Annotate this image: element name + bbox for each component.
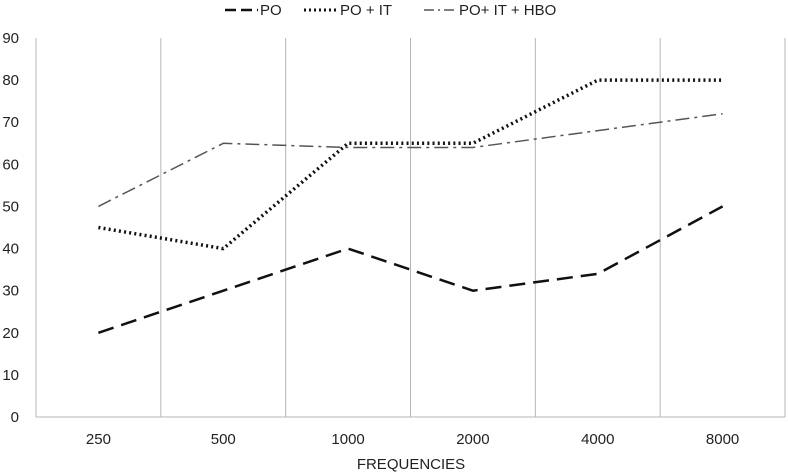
legend-item-po-it-hbo: PO+ IT + HBO bbox=[424, 2, 556, 19]
x-tick-label: 4000 bbox=[581, 431, 614, 448]
y-axis-ticks: 0 10 20 30 40 50 60 70 80 90 bbox=[2, 30, 19, 426]
y-tick-label: 40 bbox=[2, 241, 19, 258]
legend-label-po-it: PO + IT bbox=[340, 2, 392, 19]
x-tick-label: 500 bbox=[211, 431, 236, 448]
y-tick-label: 0 bbox=[11, 409, 19, 426]
x-tick-label: 8000 bbox=[706, 431, 739, 448]
x-axis-title: FREQUENCIES bbox=[357, 456, 465, 472]
legend-item-po: PO bbox=[225, 2, 282, 19]
data-series bbox=[98, 78, 724, 334]
y-tick-label: 30 bbox=[2, 283, 19, 300]
x-tick-label: 1000 bbox=[331, 431, 364, 448]
x-tick-label: 250 bbox=[86, 431, 111, 448]
x-tick-label: 2000 bbox=[456, 431, 489, 448]
y-tick-label: 80 bbox=[2, 72, 19, 89]
legend-label-po-it-hbo: PO+ IT + HBO bbox=[459, 2, 556, 19]
y-tick-label: 50 bbox=[2, 198, 19, 215]
y-tick-label: 60 bbox=[2, 156, 19, 173]
x-axis-ticks: 250 500 1000 2000 4000 8000 bbox=[86, 431, 739, 448]
y-tick-label: 20 bbox=[2, 325, 19, 342]
legend-label-po: PO bbox=[260, 2, 282, 19]
y-tick-label: 10 bbox=[2, 367, 19, 384]
y-tick-label: 90 bbox=[2, 30, 19, 47]
y-tick-label: 70 bbox=[2, 114, 19, 131]
gridlines bbox=[35, 38, 786, 417]
series-line-po bbox=[98, 205, 724, 334]
series-line-po-it-hbo bbox=[98, 113, 723, 208]
legend: PO PO + IT PO+ IT + HBO bbox=[225, 2, 556, 19]
series-line-po-it bbox=[98, 78, 723, 251]
legend-item-po-it: PO + IT bbox=[304, 2, 392, 19]
